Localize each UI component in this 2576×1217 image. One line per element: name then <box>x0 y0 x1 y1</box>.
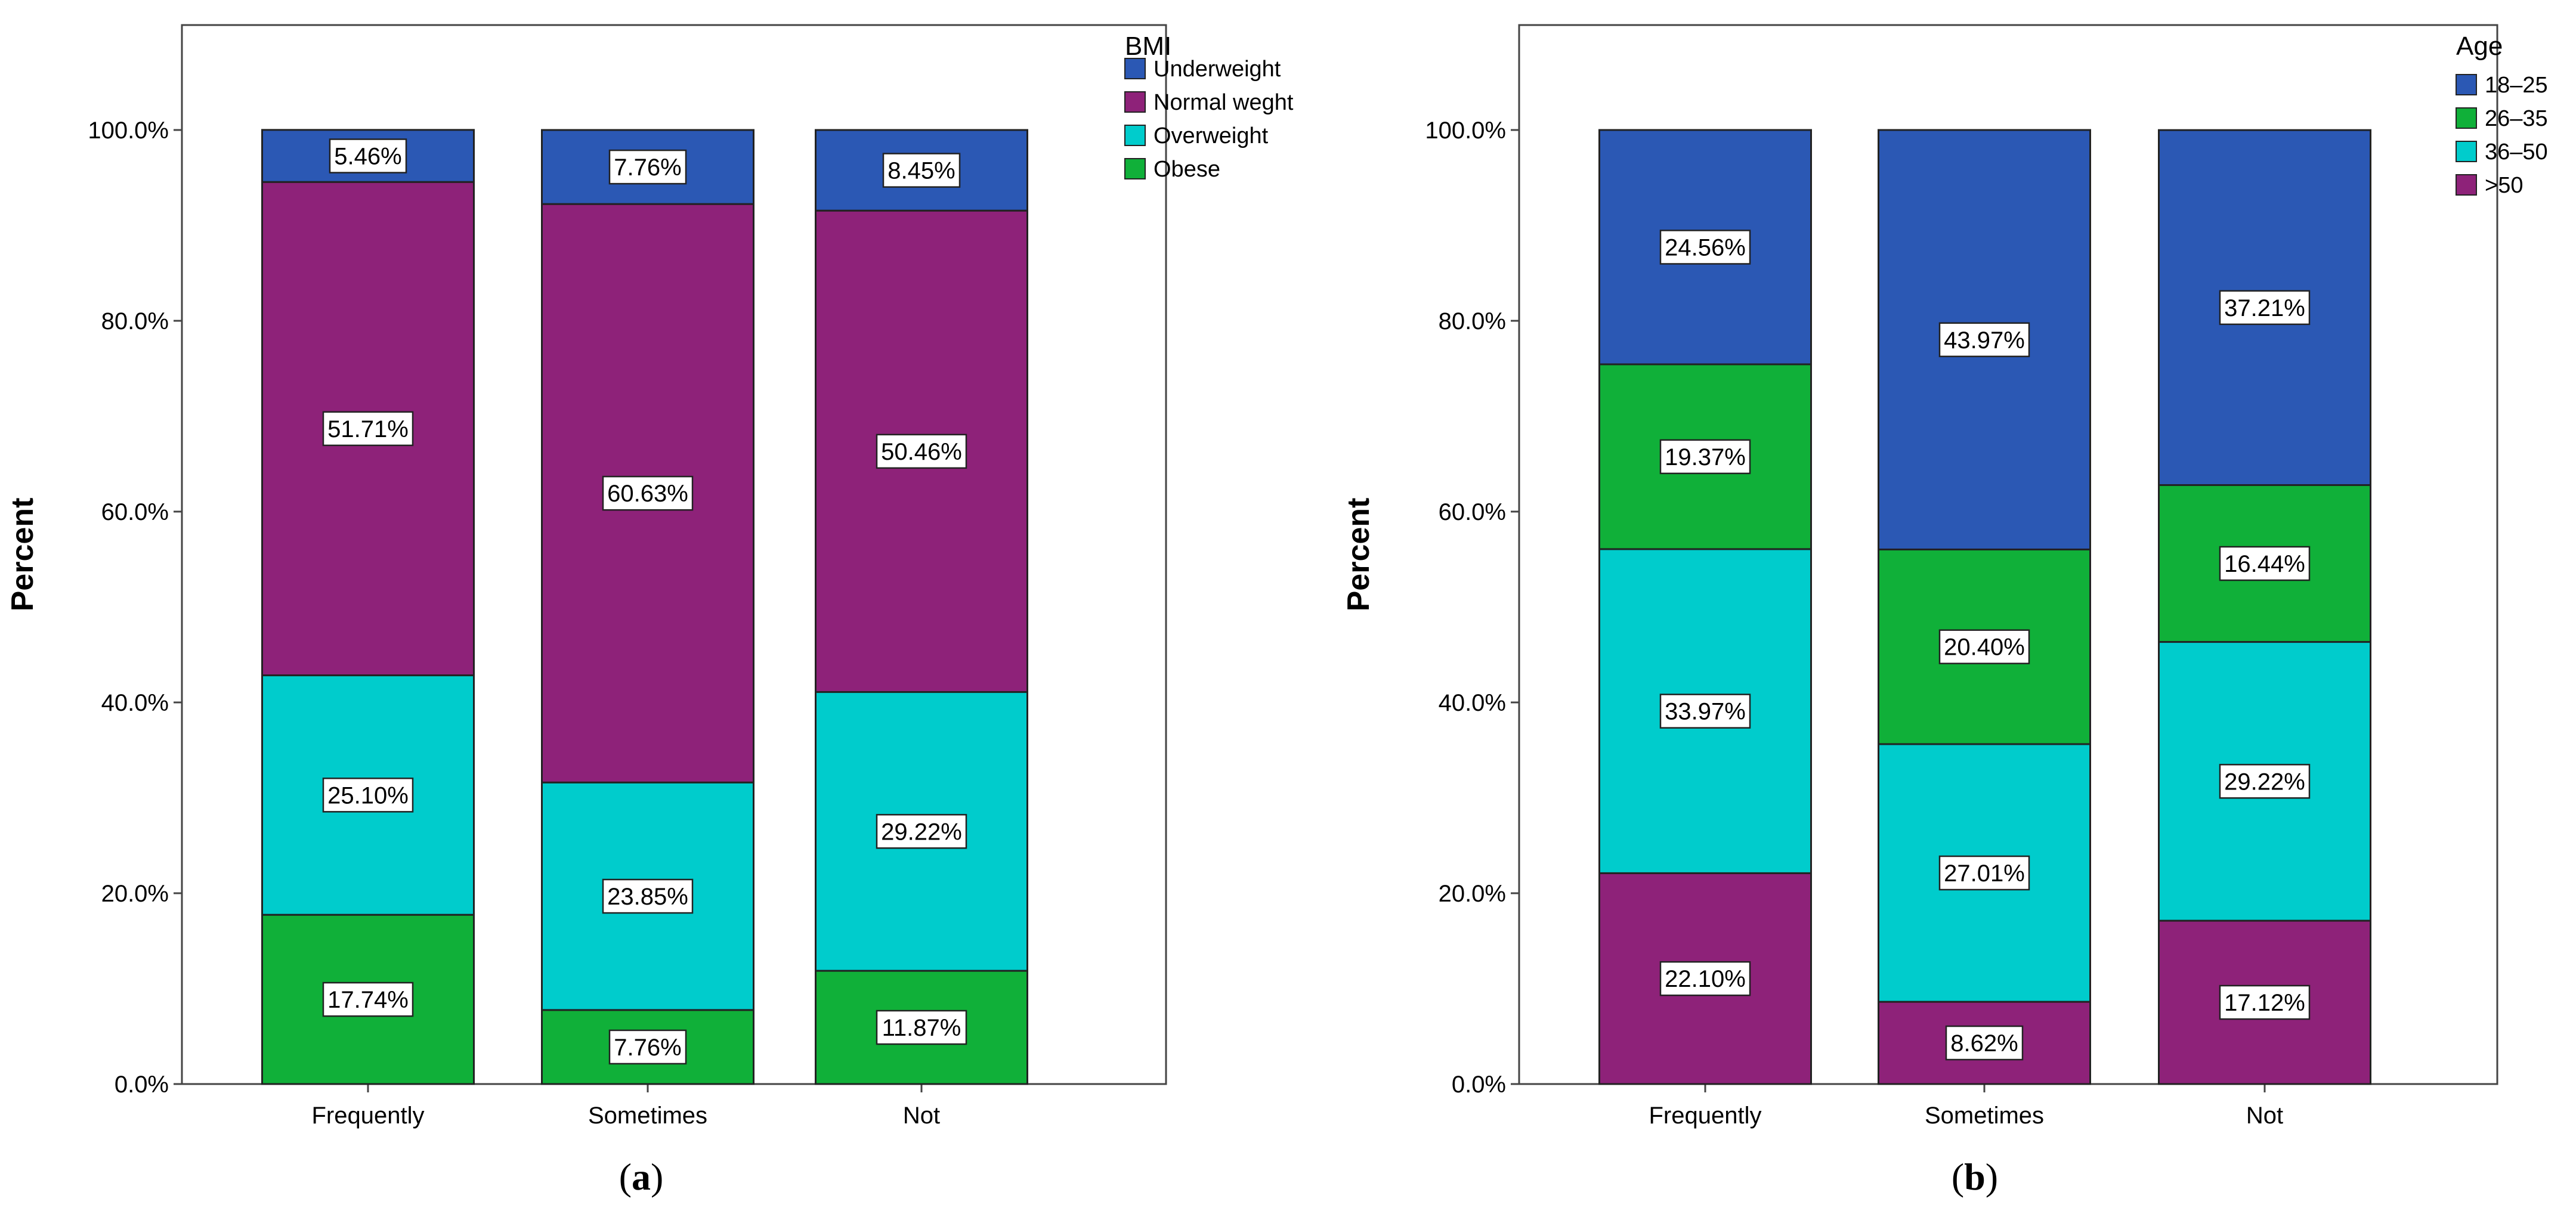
y-tick-label: 0.0% <box>1452 1072 1506 1098</box>
legend-title: Age <box>2456 32 2503 61</box>
legend-label-underweight: Underweight <box>1154 57 1281 82</box>
data-label-normal-weght-not: 50.46% <box>881 439 962 465</box>
data-label-box <box>2219 546 2311 581</box>
data-label-box <box>1938 322 2030 358</box>
legend-label-overweight: Overweight <box>1154 123 1269 148</box>
data-label-box <box>882 153 961 188</box>
y-tick-label: 20.0% <box>101 881 169 907</box>
legend-label-50: >50 <box>2485 173 2523 198</box>
y-tick-label: 100.0% <box>1425 117 1506 144</box>
y-tick-label: 100.0% <box>88 117 169 144</box>
y-tick-label: 80.0% <box>1439 308 1506 335</box>
y-axis-title: Percent <box>1341 498 1376 612</box>
caption-a: (a) <box>619 1156 664 1198</box>
legend-swatch-overweight <box>1124 125 1146 146</box>
data-label-obese-not: 11.87% <box>882 1015 961 1041</box>
data-label-box <box>329 138 407 174</box>
data-label-box <box>1659 961 1751 996</box>
data-label-26-35-sometimes: 20.40% <box>1944 634 2025 661</box>
data-label-box <box>2219 764 2311 799</box>
chart-a: 0.0% 20.0% 40.0% 60.0% 80.0% 100.0% Percent Fre… <box>5 24 1294 1129</box>
legend-swatch-36-50 <box>2456 141 2477 162</box>
legend-title: BMI <box>1125 32 1171 61</box>
x-tick-label-not: Not <box>2246 1103 2283 1129</box>
y-tick-label: 60.0% <box>101 499 169 525</box>
data-label-overweight-not: 29.22% <box>881 819 962 845</box>
data-label-underweight-frequently: 5.46% <box>334 144 401 170</box>
data-label-box <box>602 475 694 511</box>
data-label-36-50-sometimes: 27.01% <box>1944 860 2025 887</box>
data-label-obese-frequently: 17.74% <box>327 987 409 1013</box>
data-label-18-25-not: 37.21% <box>2224 295 2305 321</box>
y-tick-label: 60.0% <box>1439 499 1506 525</box>
data-label-overweight-frequently: 25.10% <box>327 782 409 809</box>
data-label-box <box>608 1029 687 1065</box>
caption-b: (b) <box>1952 1156 1998 1198</box>
x-tick-label-not: Not <box>903 1103 940 1129</box>
data-label-26-35-not: 16.44% <box>2224 551 2305 577</box>
legend-swatch-normal-weght <box>1124 91 1146 113</box>
data-label-box <box>876 1009 967 1045</box>
data-label-box <box>1938 855 2030 891</box>
legend-label-obese: Obese <box>1154 157 1220 182</box>
data-label-box <box>602 878 694 914</box>
data-label-50-not: 17.12% <box>2224 990 2305 1016</box>
legend-label-26-35: 26–35 <box>2485 106 2548 131</box>
data-label-36-50-not: 29.22% <box>2224 769 2305 795</box>
data-label-box <box>2219 984 2311 1020</box>
data-label-underweight-not: 8.45% <box>887 158 955 184</box>
data-label-box <box>322 411 414 447</box>
data-label-overweight-sometimes: 23.85% <box>607 884 688 910</box>
data-label-box <box>1659 439 1751 475</box>
legend-swatch-50 <box>2456 174 2477 196</box>
legend-swatch-26-35 <box>2456 107 2477 129</box>
data-label-obese-sometimes: 7.76% <box>614 1035 681 1061</box>
data-label-box <box>876 433 967 469</box>
data-label-18-25-sometimes: 43.97% <box>1944 327 2025 354</box>
legend-swatch-18-25 <box>2456 74 2477 95</box>
chart-b: 0.0% 20.0% 40.0% 60.0% 80.0% 100.0% Percent Fre… <box>1341 24 2548 1129</box>
data-label-underweight-sometimes: 7.76% <box>614 154 681 181</box>
x-tick-label-sometimes: Sometimes <box>1925 1103 2044 1129</box>
data-label-26-35-frequently: 19.37% <box>1665 444 1746 470</box>
data-label-normal-weght-sometimes: 60.63% <box>607 481 688 507</box>
y-tick-label: 40.0% <box>1439 690 1506 716</box>
data-label-box <box>1945 1025 2024 1061</box>
legend-label-normal-weght: Normal weght <box>1154 90 1294 115</box>
y-tick-label: 0.0% <box>115 1072 169 1098</box>
legend-swatch-obese <box>1124 158 1146 179</box>
data-label-50-frequently: 22.10% <box>1665 966 1746 992</box>
y-tick-label: 40.0% <box>101 690 169 716</box>
data-label-box <box>1659 693 1751 729</box>
y-axis-title: Percent <box>5 498 40 612</box>
data-label-box <box>876 814 967 849</box>
data-label-36-50-frequently: 33.97% <box>1665 699 1746 725</box>
y-tick-label: 20.0% <box>1439 881 1506 907</box>
data-label-normal-weght-frequently: 51.71% <box>327 416 409 442</box>
x-tick-label-sometimes: Sometimes <box>588 1103 707 1129</box>
data-label-box <box>1938 629 2030 664</box>
legend-swatch-underweight <box>1124 58 1146 79</box>
data-label-box <box>322 981 414 1017</box>
legend-label-36-50: 36–50 <box>2485 140 2548 165</box>
legend-label-18-25: 18–25 <box>2485 73 2548 98</box>
data-label-box <box>1659 230 1751 265</box>
x-tick-label-frequently: Frequently <box>312 1103 425 1129</box>
data-label-box <box>608 149 687 185</box>
data-label-50-sometimes: 8.62% <box>1950 1030 2018 1057</box>
x-tick-label-frequently: Frequently <box>1649 1103 1762 1129</box>
data-label-box <box>2219 290 2311 326</box>
data-label-18-25-frequently: 24.56% <box>1665 234 1746 261</box>
data-label-box <box>322 778 414 813</box>
y-tick-label: 80.0% <box>101 308 169 335</box>
